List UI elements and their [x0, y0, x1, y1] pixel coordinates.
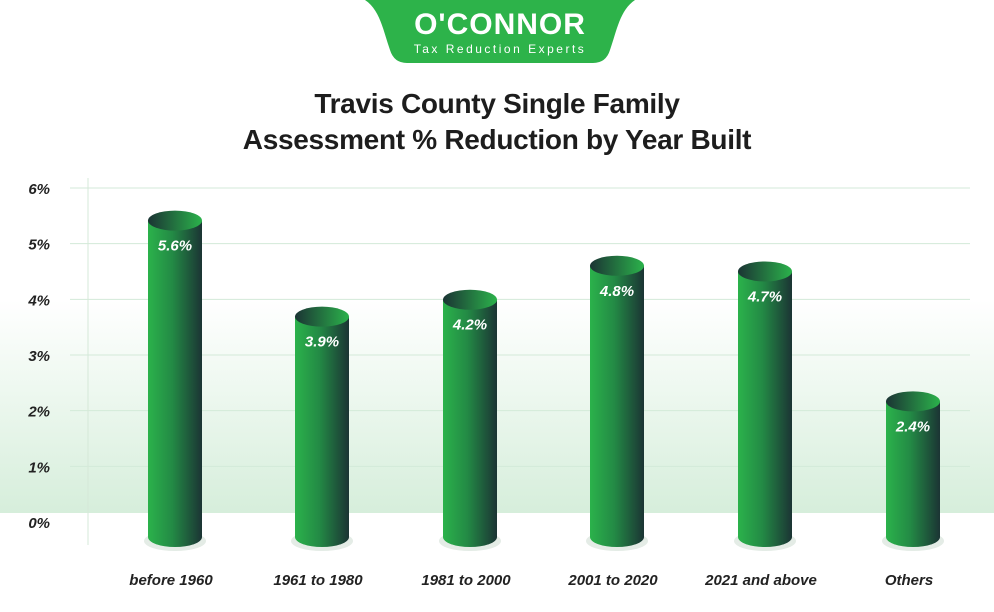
data-label: 3.9%	[305, 334, 339, 351]
y-tick-label: 6%	[28, 181, 50, 198]
bar-body	[886, 401, 940, 547]
logo: O'CONNOR Tax Reduction Experts	[365, 0, 635, 64]
x-tick-label: 1981 to 2000	[421, 572, 511, 589]
logo-tagline: Tax Reduction Experts	[413, 42, 587, 56]
chart-title-line1: Travis County Single Family	[314, 88, 680, 119]
chart-title-line2: Assessment % Reduction by Year Built	[242, 124, 752, 155]
y-tick-label: 0%	[28, 515, 50, 532]
bar: 4.2%	[439, 289, 501, 551]
y-tick-label: 5%	[28, 237, 50, 254]
bar-top	[295, 306, 349, 327]
y-tick-label: 2%	[27, 404, 50, 421]
bar: 2.4%	[882, 391, 944, 551]
bar-body	[738, 271, 792, 547]
x-tick-label: before 1960	[129, 572, 213, 589]
bar-top	[443, 289, 497, 310]
bar: 3.9%	[291, 306, 353, 551]
logo-brand: O'CONNOR	[414, 8, 586, 41]
bar: 4.7%	[734, 261, 796, 551]
data-label: 4.2%	[452, 317, 487, 334]
y-tick-label: 4%	[27, 292, 50, 309]
data-label: 4.7%	[747, 288, 782, 305]
x-tick-label: 2021 and above	[704, 572, 817, 589]
bar: 4.8%	[586, 255, 648, 551]
bar-top	[148, 210, 202, 231]
bar-body	[590, 265, 644, 547]
bar-body	[295, 316, 349, 547]
bar-top	[738, 261, 792, 282]
bar-body	[148, 220, 202, 547]
x-tick-label: Others	[885, 572, 933, 589]
data-label: 4.8%	[599, 283, 634, 300]
x-tick-label: 1961 to 1980	[273, 572, 363, 589]
chart-title: Travis County Single Family Assessment %…	[0, 86, 994, 158]
data-label: 2.4%	[895, 418, 930, 435]
bar-top	[886, 391, 940, 412]
bar-top	[590, 255, 644, 276]
data-label: 5.6%	[158, 238, 192, 255]
bar: 5.6%	[144, 210, 206, 551]
bar-body	[443, 299, 497, 547]
y-tick-label: 3%	[28, 348, 50, 365]
y-tick-label: 1%	[28, 459, 50, 476]
x-tick-label: 2001 to 2020	[567, 572, 658, 589]
